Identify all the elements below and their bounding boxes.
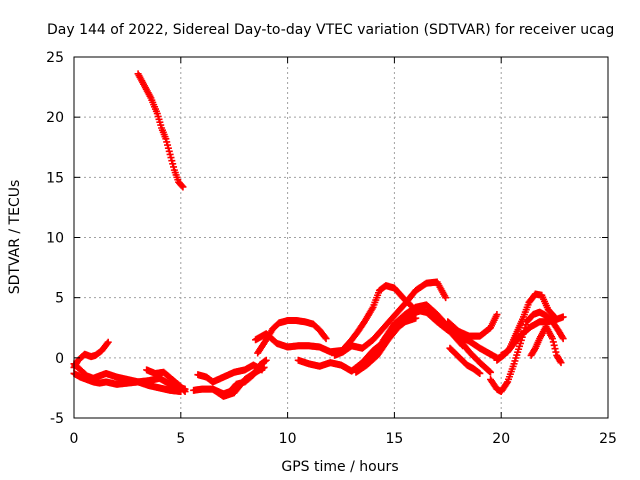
series-early-high-track [134,70,187,191]
series-track-o [422,308,501,362]
y-axis-label: SDTVAR / TECUs [7,180,23,295]
data-point [548,335,556,343]
y-tick-label: -5 [50,411,64,427]
series-track-f [194,361,266,386]
data-point [557,359,565,367]
series-track-d [143,366,189,396]
x-tick-label: 20 [492,431,510,447]
data-point [260,363,268,371]
data-point [442,294,450,302]
data-point [476,369,484,377]
series-track-l [331,278,450,359]
data-point [551,345,559,353]
data-point [487,368,495,376]
series-track-p [444,311,501,340]
data-point [503,379,511,387]
data-point [559,335,567,343]
data-point [549,338,557,346]
data-point [322,335,330,343]
y-tick-label: 5 [55,291,64,307]
data-point [181,388,189,396]
series-track-i [252,330,345,356]
data-point [493,311,501,319]
y-tick-label: 15 [46,170,64,186]
data-point [486,367,494,375]
data-point [104,338,112,346]
data-point [550,341,558,349]
x-tick-label: 5 [176,431,185,447]
data-point [559,313,567,321]
y-tick-label: 25 [46,50,64,66]
x-tick-label: 25 [599,431,617,447]
series-track-g [209,363,268,400]
data-point [178,182,186,190]
y-tick-label: 10 [46,231,64,247]
series-track-q [446,344,484,377]
data-point [179,183,187,191]
data-point [558,333,566,341]
data-point [556,357,564,365]
series-track-t [497,313,567,359]
data-point [552,348,560,356]
data-point [321,333,329,341]
axis-ticks: 0 5 10 15 20 25 -5 0 5 10 15 20 25 [46,50,617,447]
data-points [70,70,567,400]
x-axis-label: GPS time / hours [281,459,398,475]
x-tick-label: 0 [70,431,79,447]
data-point [262,356,270,364]
x-tick-label: 10 [279,431,297,447]
data-point [180,387,188,395]
x-tick-label: 15 [385,431,403,447]
y-tick-label: 0 [55,351,64,367]
y-tick-label: 20 [46,110,64,126]
chart-title: Day 144 of 2022, Sidereal Day-to-day VTE… [47,22,614,38]
series-track-u [527,323,565,367]
data-point [103,339,111,347]
